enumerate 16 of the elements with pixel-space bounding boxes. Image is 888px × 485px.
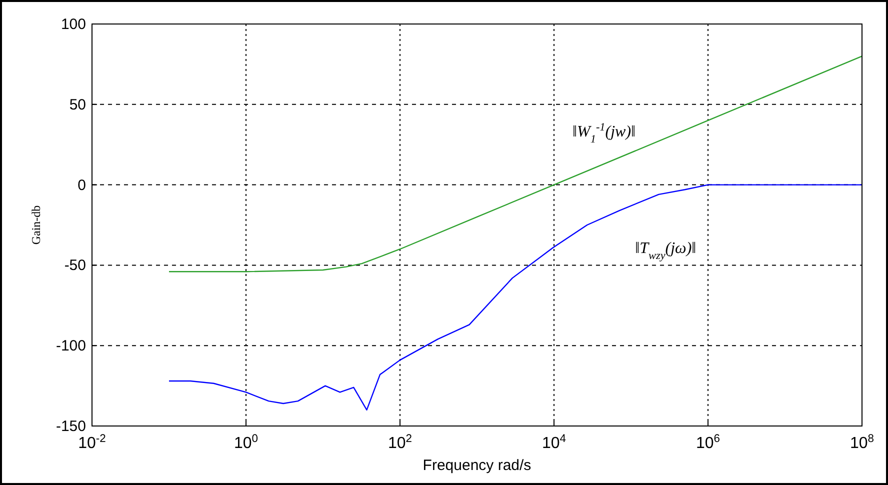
y-tick-label: 50 — [69, 96, 86, 114]
annotation: ‖T$_{wzy}$(jω)‖ — [635, 240, 696, 262]
annotation: ‖W$_{1}$$^{-1}$(jw)‖ — [572, 122, 636, 146]
y-tick-label: -150 — [56, 418, 86, 435]
y-tick-label: 100 — [60, 16, 86, 33]
x-tick-label: 10$^{0}$ — [234, 433, 258, 452]
x-tick-label: 10$^{6}$ — [696, 433, 720, 452]
x-tick-label: 10$^{-2}$ — [78, 433, 106, 452]
y-tick-label: -50 — [64, 257, 86, 274]
x-tick-label: 10$^{4}$ — [542, 433, 566, 452]
y-axis-title: Gain-db — [29, 205, 43, 245]
x-axis-title: Frequency rad/s — [422, 457, 532, 474]
y-tick-label: -100 — [56, 338, 86, 355]
x-tick-label: 10$^{2}$ — [388, 433, 412, 452]
y-tick-label: 0 — [78, 176, 86, 194]
x-tick-label: 10$^{8}$ — [850, 433, 874, 452]
